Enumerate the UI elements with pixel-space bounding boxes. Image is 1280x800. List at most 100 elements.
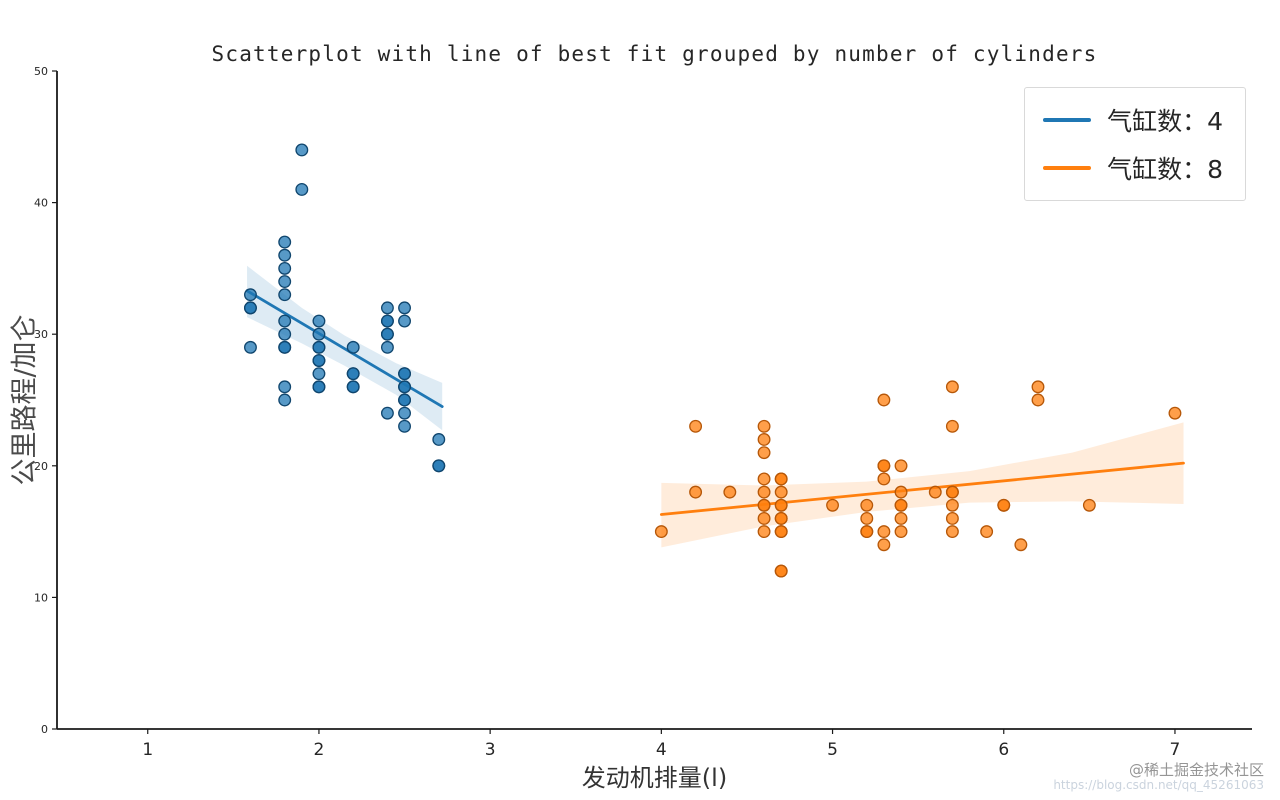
- scatter-point-series1: [774, 472, 788, 486]
- y-tick-label: 40: [34, 197, 48, 210]
- scatter-point-series1: [877, 472, 891, 486]
- y-tick-label: 20: [34, 460, 48, 473]
- scatter-point-series0: [312, 327, 326, 341]
- scatter-point-series0: [278, 340, 292, 354]
- scatter-point-series1: [757, 446, 771, 460]
- scatter-point-series0: [278, 380, 292, 394]
- scatter-point-series1: [945, 419, 959, 433]
- scatter-point-series0: [278, 288, 292, 302]
- scatter-point-series1: [757, 472, 771, 486]
- scatter-point-series1: [945, 511, 959, 525]
- scatter-point-series1: [877, 393, 891, 407]
- scatter-point-series1: [1168, 406, 1182, 420]
- y-tick-label: 10: [34, 591, 48, 604]
- scatter-point-series0: [380, 340, 394, 354]
- watermark-url: https://blog.csdn.net/qq_45261063: [1053, 778, 1264, 792]
- x-tick-label: 3: [485, 740, 496, 760]
- scatter-point-series0: [244, 340, 257, 354]
- chart-title: Scatterplot with line of best fit groupe…: [211, 42, 1098, 66]
- legend-line-orange-icon: [1043, 166, 1092, 170]
- legend-item-cyl4: 气缸数：4: [1043, 102, 1223, 138]
- scatter-point-series1: [945, 498, 959, 512]
- legend-label-cyl4: 气缸数：4: [1107, 107, 1223, 136]
- y-tick-label: 0: [41, 723, 48, 736]
- scatter-point-series1: [894, 459, 908, 473]
- scatter-point-series1: [860, 511, 874, 525]
- scatter-point-series1: [997, 498, 1011, 512]
- x-tick-label: 2: [314, 740, 325, 760]
- scatter-point-series1: [1014, 538, 1028, 552]
- scatter-point-series0: [312, 380, 326, 394]
- x-tick-label: 1: [142, 740, 153, 760]
- scatter-point-series0: [312, 367, 326, 381]
- scatter-point-series0: [278, 314, 292, 328]
- scatter-point-series0: [295, 182, 309, 196]
- trend-line-series0: [245, 289, 444, 408]
- scatter-point-series0: [380, 327, 394, 341]
- scatter-point-series1: [894, 525, 908, 539]
- scatter-point-series1: [1082, 498, 1096, 512]
- x-tick-label: 4: [656, 740, 667, 760]
- scatter-point-series1: [945, 485, 959, 499]
- scatter-point-series0: [380, 314, 394, 328]
- scatter-point-series0: [312, 354, 326, 367]
- scatter-point-series0: [346, 340, 360, 354]
- scatter-point-series1: [757, 433, 771, 446]
- scatter-point-series0: [244, 288, 257, 302]
- legend: 气缸数：4 气缸数：8: [1024, 87, 1246, 201]
- scatter-point-series0: [346, 367, 360, 381]
- scatter-point-series1: [757, 419, 771, 433]
- scatter-point-series1: [1031, 393, 1045, 407]
- scatter-point-series1: [860, 525, 874, 539]
- scatter-point-series0: [380, 406, 394, 420]
- scatter-point-series1: [826, 498, 840, 512]
- scatter-point-series1: [877, 538, 891, 552]
- scatter-point-series0: [398, 406, 411, 420]
- scatter-point-series0: [295, 143, 309, 157]
- legend-line-blue-icon: [1043, 118, 1092, 122]
- x-tick-label: 5: [827, 740, 838, 760]
- scatter-point-series0: [398, 419, 411, 433]
- scatter-point-series0: [278, 261, 292, 275]
- scatter-point-series1: [757, 485, 771, 499]
- scatter-point-series0: [398, 367, 411, 381]
- scatter-point-series1: [689, 485, 703, 499]
- scatter-point-series1: [894, 511, 908, 525]
- y-axis-label: 公里路程/加仑: [9, 314, 41, 486]
- scatter-point-series1: [774, 485, 788, 499]
- scatter-point-series0: [278, 275, 292, 289]
- legend-label-cyl8: 气缸数：8: [1107, 155, 1223, 184]
- scatter-point-series1: [894, 498, 908, 512]
- scatter-point-series1: [774, 564, 788, 578]
- y-tick-label: 50: [34, 65, 48, 78]
- legend-item-cyl8: 气缸数：8: [1043, 150, 1223, 186]
- scatter-point-series0: [312, 340, 326, 354]
- scatter-point-series0: [398, 301, 411, 315]
- scatter-point-series1: [757, 498, 771, 512]
- scatter-point-series1: [860, 498, 874, 512]
- scatter-point-series1: [894, 485, 908, 499]
- scatter-point-series1: [945, 380, 959, 394]
- scatter-point-series1: [1031, 380, 1045, 394]
- scatter-point-series1: [757, 511, 771, 525]
- scatter-point-series1: [774, 498, 788, 512]
- scatter-point-series1: [689, 419, 703, 433]
- scatter-point-series1: [877, 459, 891, 473]
- scatter-point-series0: [278, 248, 292, 262]
- watermark-community: @稀土掘金技术社区: [1128, 761, 1264, 779]
- x-tick-label: 6: [998, 740, 1009, 760]
- scatter-point-series0: [346, 380, 360, 394]
- x-tick-label: 7: [1170, 740, 1181, 760]
- scatter-point-series0: [380, 301, 394, 315]
- confidence-band-series1: [661, 422, 1184, 548]
- scatter-point-series1: [723, 485, 737, 499]
- scatter-point-series0: [432, 433, 446, 446]
- scatter-point-series0: [278, 393, 292, 407]
- scatter-point-series0: [278, 235, 292, 249]
- scatter-point-series1: [774, 525, 788, 539]
- x-axis-label: 发动机排量(l): [581, 764, 728, 792]
- scatter-point-series0: [398, 380, 411, 394]
- scatter-point-series1: [757, 525, 771, 539]
